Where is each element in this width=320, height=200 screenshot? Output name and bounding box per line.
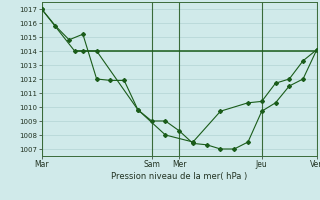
X-axis label: Pression niveau de la mer( hPa ): Pression niveau de la mer( hPa ) — [111, 172, 247, 181]
